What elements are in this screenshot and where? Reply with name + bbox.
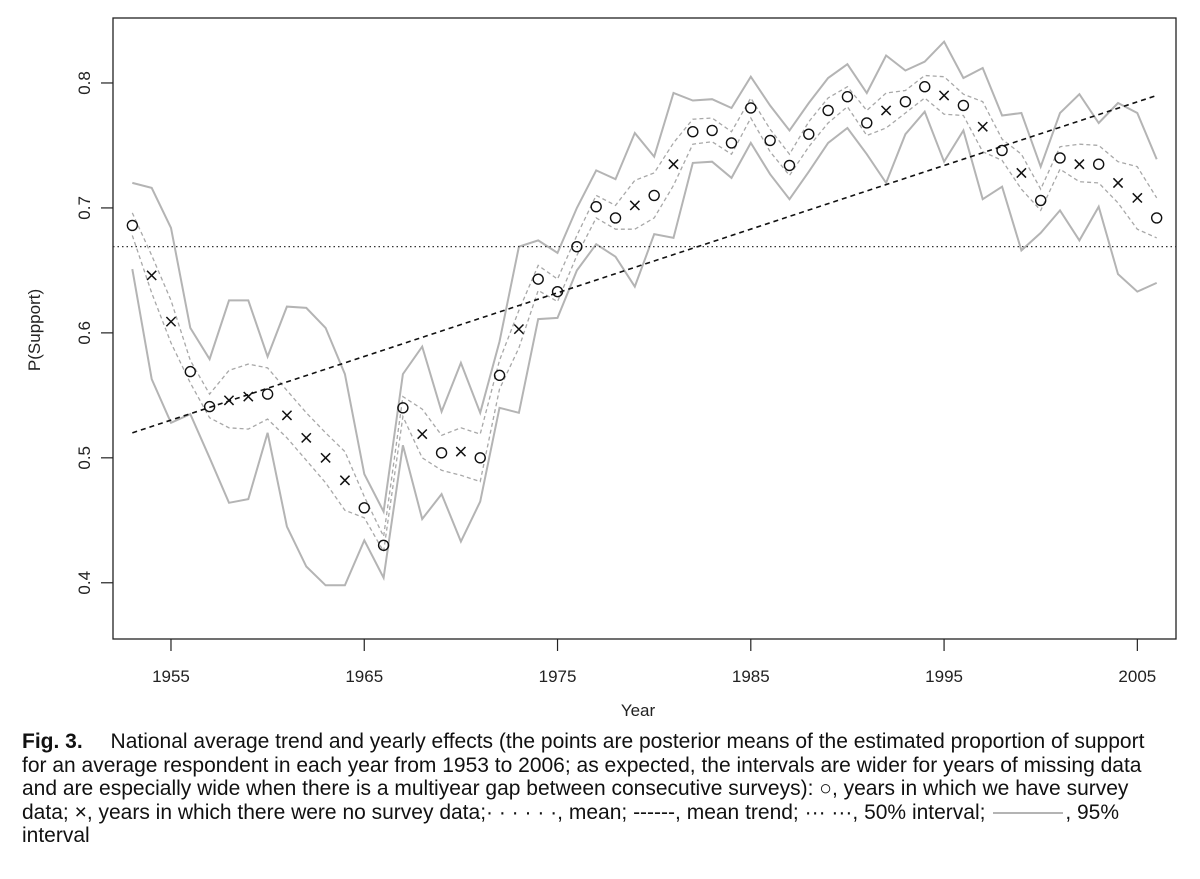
imputed-point-1954 [146,270,157,281]
imputed-point-1955 [165,316,177,327]
survey-point-2000 [1035,194,1047,207]
survey-point-1965 [358,502,370,514]
ci95-upper-line [132,40,1158,515]
survey-point-1972 [493,369,506,382]
support-trend-chart: 1955 1965 1975 1985 1995 2005 0.4 0.5 0.6 0.7 0.8… [25,17,1177,720]
survey-point-1996 [957,99,970,112]
imputed-point-1963 [320,452,331,463]
survey-point-2006 [1150,212,1163,224]
ci95-legend-text: , 95% interval [22,800,1120,848]
survey-point-1953 [126,219,139,232]
caption-text: National average trend and yearly effect… [22,730,1145,800]
trend-legend-text: , mean trend; [675,800,799,824]
survey-point-1976 [571,240,583,253]
cross-marker-icon: × [74,800,87,824]
survey-point-1990 [841,91,854,103]
circle-marker-icon: ○ [819,777,832,800]
survey-point-2001 [1054,152,1066,164]
data-points [126,81,1163,551]
y-tick-label-2: 0.6 [75,321,94,345]
survey-point-1957 [203,400,216,413]
plot-frame [112,17,1177,640]
imputed-point-1979 [629,200,640,211]
x-axis-label: Year [621,701,656,720]
imputed-point-1992 [880,105,892,116]
imputed-point-1973 [513,323,525,335]
survey-point-1980 [648,189,660,202]
survey-point-1956 [184,365,197,378]
solid-gray-line-icon [993,811,1064,814]
survey-point-1986 [764,134,776,147]
imputed-point-1958 [223,395,235,406]
x-axis: 1955 1965 1975 1985 1995 2005 [152,639,1156,686]
imputed-point-2002 [1074,159,1085,170]
imputed-point-1981 [668,159,679,170]
imputed-point-1995 [938,90,950,101]
survey-point-1994 [919,81,931,93]
mean-legend-text: , mean; [557,800,628,824]
ci50-legend-text: , 50% interval; [852,800,986,824]
ci50-lines [131,74,1158,554]
x-tick-label-1965: 1965 [345,667,383,686]
y-tick-label-4: 0.8 [75,71,94,95]
survey-point-1982 [687,126,699,138]
survey-point-1974 [532,273,544,285]
dashed-line-icon: ------ [633,800,676,824]
survey-point-1978 [609,212,622,224]
y-tick-label-0: 0.4 [75,571,94,595]
imputed-point-1959 [243,391,254,402]
y-axis: 0.4 0.5 0.6 0.7 0.8 [75,71,113,595]
imputed-point-2005 [1132,192,1143,204]
survey-point-1998 [996,144,1008,157]
x-tick-label-1955: 1955 [152,667,190,686]
imputed-point-2004 [1112,177,1124,189]
survey-point-1985 [745,102,757,114]
survey-point-1989 [822,104,834,117]
ci50-upper-line [131,74,1158,539]
survey-point-2003 [1092,158,1105,170]
survey-point-1975 [551,285,564,298]
ci95-lines [131,40,1158,587]
survey-point-1987 [783,159,796,172]
imputed-point-1968 [417,428,428,440]
y-tick-label-3: 0.7 [75,196,94,220]
y-tick-label-1: 0.5 [75,446,94,470]
survey-point-1983 [706,124,718,137]
x-tick-label-1985: 1985 [732,667,770,686]
figure-label: Fig. 3. [22,730,83,753]
ci50-lower-line [131,97,1157,554]
cross-legend-text: , years in which there were no survey da… [86,800,487,824]
imputed-point-1961 [281,410,293,421]
dotted-line-icon: · · · · · · [486,800,558,824]
survey-point-1993 [899,96,912,108]
circle-legend-text: , years in which we have survey data; [22,777,1129,824]
survey-point-1984 [725,137,738,149]
x-tick-label-2005: 2005 [1118,667,1156,686]
x-tick-label-1995: 1995 [925,667,963,686]
survey-point-1967 [397,402,409,414]
imputed-point-1962 [301,432,312,443]
survey-point-1966 [377,539,390,551]
dotted-interval-icon: ··· ··· [804,800,853,824]
survey-point-1977 [590,200,602,213]
survey-point-1960 [261,388,274,400]
survey-point-1988 [803,128,815,140]
figure-caption: Fig. 3. National average trend and yearl… [22,730,1172,848]
imputed-point-1964 [339,475,351,486]
ci95-lower-line [131,109,1158,587]
survey-point-1969 [435,447,448,459]
imputed-point-1997 [977,121,988,132]
imputed-point-1970 [455,446,467,457]
imputed-point-1999 [1016,167,1027,179]
survey-point-1991 [861,117,873,129]
y-axis-label: P(Support) [25,289,44,371]
x-tick-label-1975: 1975 [539,667,577,686]
survey-point-1971 [474,452,486,464]
